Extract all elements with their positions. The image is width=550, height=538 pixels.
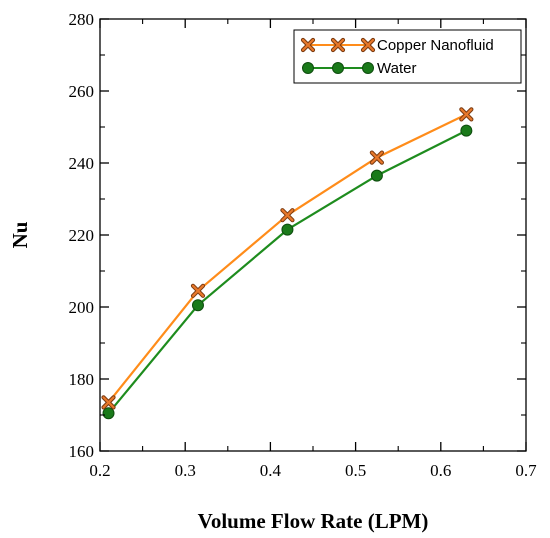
legend-markers-copper-nanofluid [300,37,376,53]
x-tick-label: 0.5 [345,461,366,480]
data-point-copper-nanofluid [280,208,295,223]
legend-marker-water [302,62,314,74]
ticks-layer [99,18,527,452]
series-layer [101,107,474,420]
data-point-water [370,169,383,182]
x-tick-label: 0.4 [260,461,282,480]
tick-labels-layer: 0.2 0.3 0.4 0.5 0.6 0.7 160 180 200 220 240 260 280 [69,10,538,480]
legend-item-water: Water [302,60,416,77]
y-tick-label: 240 [69,154,95,173]
data-point-copper-nanofluid [459,107,474,122]
data-point-water [102,407,115,420]
x-tick-label: 0.6 [430,461,451,480]
legend-label-water: Water [377,60,416,77]
data-point-water [281,223,294,236]
y-tick-label: 180 [69,370,95,389]
data-point-copper-nanofluid [369,150,384,165]
y-tick-label: 220 [69,226,95,245]
x-tick-label: 0.2 [89,461,110,480]
legend-label-copper-nanofluid: Copper Nanofluid [377,37,494,54]
data-point-water [460,124,473,137]
legend-marker-water [362,62,374,74]
data-point-copper-nanofluid [101,395,116,410]
x-tick-label: 0.7 [515,461,537,480]
legend-marker-copper-nanofluid [330,37,346,53]
legend: Copper Nanofluid Water [293,29,522,84]
y-tick-label: 200 [69,298,95,317]
series-line-water [107,129,467,414]
x-axis-title: Volume Flow Rate (LPM) [198,509,429,533]
legend-marker-copper-nanofluid [360,37,376,53]
legend-markers-water [302,62,374,74]
plot-frame [99,18,527,452]
legend-item-copper-nanofluid: Copper Nanofluid [300,37,494,54]
y-tick-label: 260 [69,82,95,101]
legend-marker-copper-nanofluid [300,37,316,53]
y-tick-label: 280 [69,10,95,29]
legend-marker-water [332,62,344,74]
data-point-water [191,299,204,312]
data-point-copper-nanofluid [190,283,206,298]
y-axis-title: Nu [8,221,32,248]
x-tick-label: 0.3 [175,461,196,480]
y-tick-label: 160 [69,442,95,461]
